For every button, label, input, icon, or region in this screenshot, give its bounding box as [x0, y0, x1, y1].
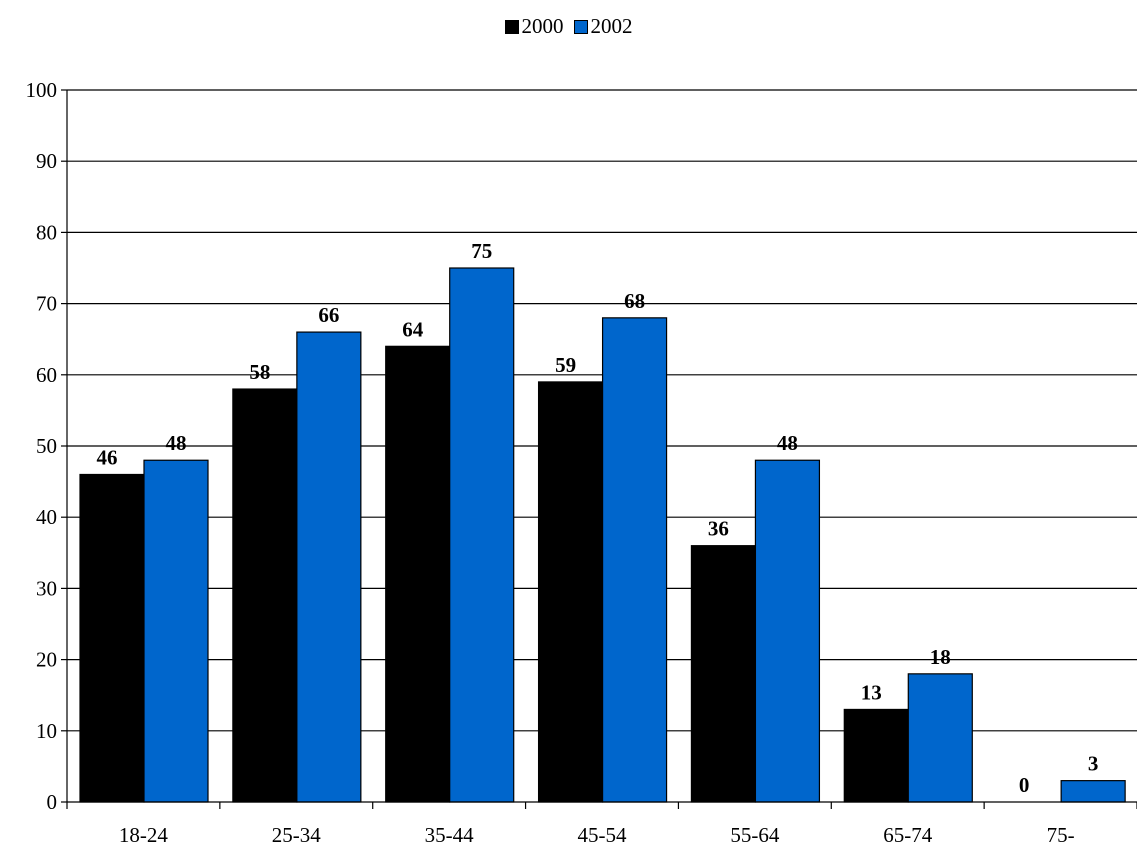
- data-label-2002: 68: [624, 289, 645, 313]
- bar-2000: [843, 708, 909, 803]
- x-tick-label: 35-44: [425, 823, 474, 847]
- x-tick-label: 55-64: [730, 823, 779, 847]
- data-label-2000: 36: [708, 517, 729, 541]
- bars: [79, 267, 1126, 803]
- x-tick-label: 25-34: [272, 823, 321, 847]
- legend-label-2002: 2002: [590, 14, 633, 38]
- legend-swatch-2002: [573, 19, 588, 34]
- legend-swatch-2000: [504, 19, 519, 34]
- legend-label-2000: 2000: [521, 14, 564, 38]
- data-label-2002: 75: [471, 239, 492, 263]
- bar-2002: [601, 317, 668, 803]
- bar-2002: [907, 673, 973, 803]
- bar-2000: [79, 473, 145, 803]
- bar-2000: [232, 388, 298, 803]
- x-tick-label: 45-54: [578, 823, 627, 847]
- x-tick-label: 65-74: [883, 823, 932, 847]
- y-tick-label: 100: [26, 78, 58, 102]
- bar-2002: [449, 267, 515, 803]
- data-label-2000: 59: [555, 353, 576, 377]
- data-label-2000: 64: [402, 317, 424, 341]
- y-tick-label: 30: [36, 576, 57, 600]
- data-label-2002: 3: [1088, 752, 1099, 776]
- bar-2002: [1060, 780, 1126, 803]
- y-tick-label: 0: [47, 790, 58, 814]
- data-label-2000: 0: [1019, 773, 1030, 797]
- bar-2002: [754, 459, 821, 803]
- legend: 2000 2002: [0, 14, 1137, 39]
- legend-item-2002: 2002: [573, 14, 633, 39]
- bar-2000: [690, 545, 757, 803]
- bar-2002: [296, 331, 362, 803]
- data-label-2002: 48: [166, 431, 187, 455]
- x-tick-label: 75-: [1047, 823, 1075, 847]
- data-label-2002: 66: [318, 303, 339, 327]
- data-label-2000: 46: [97, 445, 118, 469]
- y-tick-label: 50: [36, 434, 57, 458]
- legend-item-2000: 2000: [504, 14, 564, 39]
- y-tick-label: 90: [36, 149, 57, 173]
- bar-2000: [537, 381, 604, 803]
- data-label-2000: 13: [861, 680, 882, 704]
- y-tick-label: 20: [36, 648, 57, 672]
- bar-2002: [143, 459, 209, 803]
- x-tick-label: 18-24: [119, 823, 168, 847]
- y-tick-label: 80: [36, 220, 57, 244]
- data-label-2000: 58: [249, 360, 270, 384]
- y-tick-label: 10: [36, 719, 57, 743]
- y-tick-label: 70: [36, 292, 57, 316]
- bar-2000: [385, 345, 451, 803]
- axes: [61, 89, 1137, 809]
- y-tick-label: 40: [36, 505, 57, 529]
- data-label-2002: 18: [930, 645, 951, 669]
- y-tick-label: 60: [36, 363, 57, 387]
- data-label-2002: 48: [777, 431, 798, 455]
